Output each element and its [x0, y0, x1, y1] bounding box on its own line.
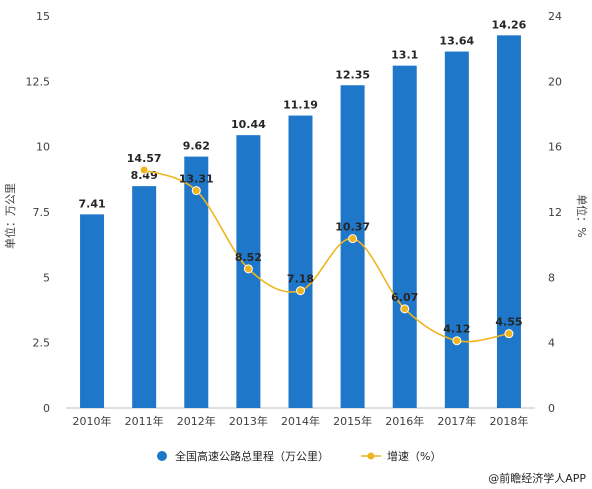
growth-point [191, 186, 201, 196]
bar [496, 35, 521, 409]
right-tick-label: 20 [548, 75, 562, 88]
credit-text: @前瞻经济学人APP [488, 471, 586, 485]
x-axis-ticks: 2010年 2011年 2012年 2013年 2014年 2015年 2016年 2017年… [73, 414, 529, 428]
bar [444, 51, 469, 409]
x-tick-label: 2015年 [333, 414, 372, 428]
growth-point [139, 165, 149, 175]
right-axis-ticks: 0 4 8 12 16 20 24 [548, 10, 562, 415]
bar-value-label: 10.44 [231, 118, 266, 131]
growth-value-label: 14.57 [127, 152, 162, 165]
growth-value-label: 8.52 [235, 251, 262, 264]
bar-series [80, 35, 521, 409]
growth-value-label: 4.12 [443, 323, 470, 336]
x-tick-label: 2011年 [125, 414, 164, 428]
bar-value-label: 11.19 [283, 99, 318, 112]
growth-point [348, 234, 358, 244]
growth-point [504, 329, 514, 339]
growth-point [243, 264, 253, 274]
left-axis-title: 单位：万公里 [3, 183, 17, 249]
left-axis-ticks: 0 2.5 5 7.5 10 12.5 15 [26, 10, 51, 415]
bar-value-label: 13.64 [439, 35, 474, 48]
right-tick-label: 16 [548, 141, 562, 154]
x-tick-label: 2014年 [281, 414, 320, 428]
x-tick-label: 2010年 [73, 414, 112, 428]
growth-point [400, 304, 410, 314]
right-tick-label: 4 [548, 337, 555, 350]
x-tick-label: 2018年 [489, 414, 528, 428]
bar [288, 115, 313, 409]
bar [392, 65, 417, 409]
right-tick-label: 8 [548, 271, 555, 284]
right-tick-label: 24 [548, 10, 562, 23]
growth-value-label: 7.18 [287, 273, 314, 286]
legend: 全国高速公路总里程（万公里） 增速（%） [157, 449, 441, 463]
growth-points [139, 165, 514, 346]
growth-value-label: 4.55 [495, 316, 522, 329]
left-tick-label: 10 [36, 141, 50, 154]
legend-line-label: 增速（%） [387, 449, 441, 463]
bar-value-label: 13.1 [391, 49, 418, 62]
growth-point [452, 336, 462, 346]
bar-value-label: 7.41 [78, 197, 105, 210]
growth-line [143, 169, 510, 343]
bar [340, 85, 365, 409]
bar [132, 186, 157, 408]
legend-line-dot [367, 452, 375, 460]
x-tick-label: 2012年 [177, 414, 216, 428]
left-tick-label: 7.5 [33, 206, 51, 219]
bar-value-label: 12.35 [335, 68, 370, 81]
right-axis-title: 单位：% [575, 194, 589, 237]
bar-labels: 7.418.499.6210.4411.1912.3513.113.6414.2… [78, 18, 526, 210]
growth-value-label: 6.07 [391, 291, 418, 304]
growth-value-label: 10.37 [335, 221, 370, 234]
bar [80, 214, 105, 408]
left-tick-label: 15 [36, 10, 50, 23]
growth-point [296, 286, 305, 296]
legend-bar-label: 全国高速公路总里程（万公里） [175, 449, 329, 463]
left-tick-label: 0 [43, 402, 50, 415]
x-tick-label: 2016年 [385, 414, 424, 428]
right-tick-label: 12 [548, 206, 562, 219]
legend-bar-swatch [157, 451, 167, 461]
growth-labels: 14.57 13.31 8.52 7.18 10.37 6.07 4.12 4.55 [127, 152, 523, 336]
bar-value-label: 14.26 [492, 18, 527, 31]
left-tick-label: 12.5 [26, 75, 51, 88]
bar [184, 156, 209, 408]
bar-value-label: 9.62 [183, 140, 210, 153]
left-tick-label: 2.5 [33, 337, 51, 350]
right-tick-label: 0 [548, 402, 555, 415]
left-tick-label: 5 [43, 271, 50, 284]
x-tick-label: 2013年 [229, 414, 268, 428]
x-tick-label: 2017年 [437, 414, 476, 428]
growth-value-label: 13.31 [179, 173, 214, 186]
